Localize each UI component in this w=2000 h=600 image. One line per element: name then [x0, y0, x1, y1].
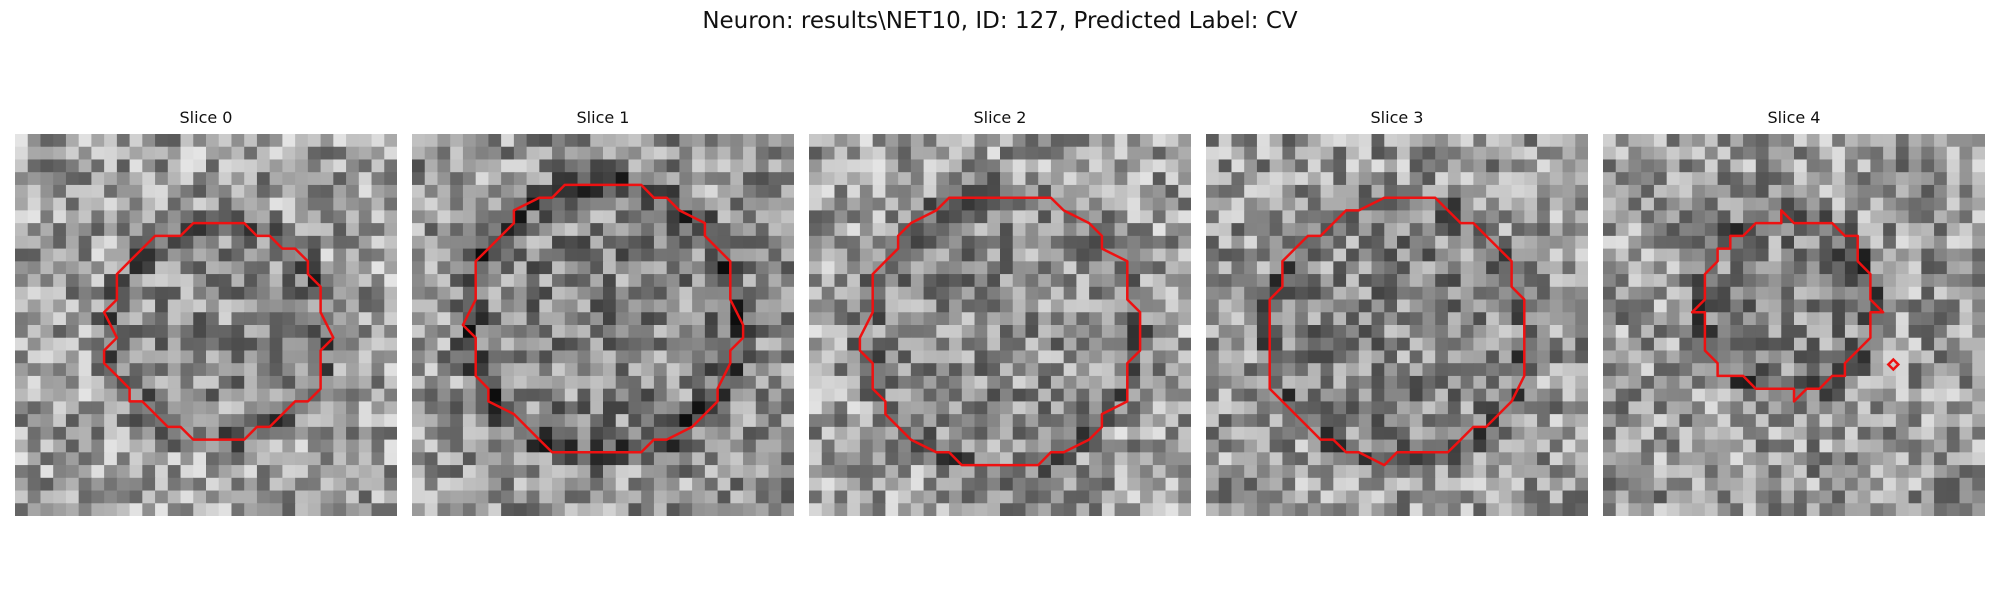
grayscale-patch-with-contour [15, 134, 397, 516]
slice-image-4 [1603, 134, 1985, 516]
grayscale-patch-with-contour [809, 134, 1191, 516]
grayscale-patch-with-contour [1603, 134, 1985, 516]
segmentation-contour [1690, 209, 1885, 403]
slice-image-3 [1206, 134, 1588, 516]
segmentation-contour [102, 221, 335, 441]
slice-image-0 [15, 134, 397, 516]
figure-title: Neuron: results\NET10, ID: 127, Predicte… [702, 8, 1298, 34]
slice-title-3: Slice 3 [1370, 108, 1424, 127]
slice-image-1 [412, 134, 794, 516]
segmentation-contour [461, 183, 745, 454]
grayscale-patch-with-contour [1206, 134, 1588, 516]
segmentation-contour [1268, 196, 1526, 467]
slice-title-0: Slice 0 [179, 108, 233, 127]
slice-title-4: Slice 4 [1767, 108, 1821, 127]
segmentation-contour [858, 196, 1142, 467]
slice-image-2 [809, 134, 1191, 516]
segmentation-contour-fragment [1886, 357, 1901, 372]
slice-title-1: Slice 1 [576, 108, 630, 127]
grayscale-patch-with-contour [412, 134, 794, 516]
slice-title-2: Slice 2 [973, 108, 1027, 127]
